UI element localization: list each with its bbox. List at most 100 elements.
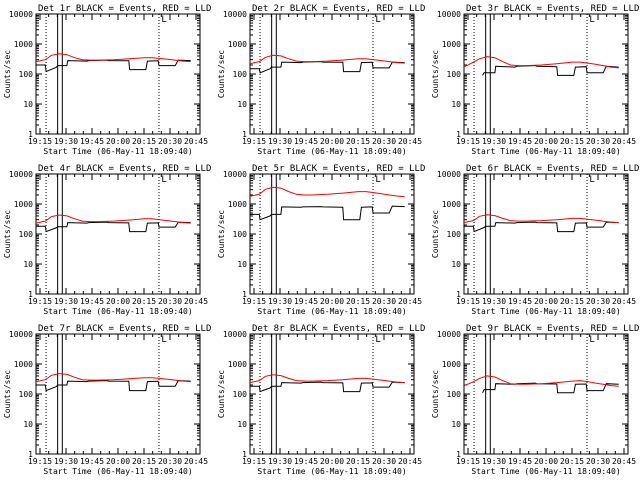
- chart-panel: Det 9r BLACK = Events, RED = LLD 1 10 100 10…: [431, 324, 639, 476]
- x-tick-label: 19:30: [268, 137, 292, 146]
- marker-label: L: [589, 335, 594, 345]
- x-tick-label: 20:30: [158, 457, 182, 466]
- x-tick-label: 20:45: [184, 457, 208, 466]
- x-tick-label: 20:45: [184, 137, 208, 146]
- y-tick-label: 1000: [442, 200, 461, 209]
- x-tick-label: 20:15: [132, 457, 156, 466]
- series-line-events: [250, 61, 405, 74]
- chart-title: Det 2r BLACK = Events, RED = LLD: [252, 4, 425, 14]
- series-line-lld: [463, 56, 619, 69]
- x-tick-label: 20:00: [106, 137, 130, 146]
- chart-panel: Det 3r BLACK = Events, RED = LLD 1 10 100 10…: [431, 4, 639, 156]
- x-tick-label: 20:00: [320, 457, 344, 466]
- chart-title: Det 9r BLACK = Events, RED = LLD: [466, 324, 639, 334]
- x-tick-label: 19:30: [54, 137, 78, 146]
- chart-title: Det 7r BLACK = Events, RED = LLD: [38, 324, 211, 334]
- x-axis-label: Start Time (06-May-11 18:09:40): [43, 467, 192, 476]
- y-tick-label: 10: [451, 100, 461, 109]
- series-line-events: [464, 221, 619, 233]
- x-tick-label: 19:15: [28, 297, 52, 306]
- y-tick-label: 1000: [14, 360, 33, 369]
- y-tick-label: 10: [237, 260, 247, 269]
- y-tick-label: 100: [233, 390, 248, 399]
- y-axis-label: Counts/sec: [217, 210, 226, 258]
- y-tick-label: 10: [23, 260, 33, 269]
- series-line-lld: [249, 186, 405, 198]
- y-tick-label: 1: [456, 130, 461, 139]
- x-tick-label: 20:30: [158, 297, 182, 306]
- chart-panel: Det 8r BLACK = Events, RED = LLD 1 10 100 10…: [217, 324, 425, 476]
- y-tick-label: 10: [23, 420, 33, 429]
- series-line-lld: [463, 214, 619, 224]
- series-line-events: [482, 382, 619, 394]
- x-tick-label: 19:45: [80, 297, 104, 306]
- x-tick-label: 20:30: [158, 137, 182, 146]
- y-tick-label: 10000: [437, 330, 461, 339]
- y-tick-label: 1: [28, 290, 33, 299]
- y-tick-label: 100: [447, 230, 462, 239]
- y-tick-label: 1000: [14, 200, 33, 209]
- x-tick-label: 19:45: [294, 137, 318, 146]
- y-tick-label: 1: [242, 130, 247, 139]
- x-tick-label: 19:15: [242, 297, 266, 306]
- x-tick-label: 20:45: [398, 137, 422, 146]
- x-tick-label: 19:15: [242, 457, 266, 466]
- chart-panel: Det 5r BLACK = Events, RED = LLD 1 10 100 10…: [217, 164, 425, 316]
- y-tick-label: 10000: [9, 10, 33, 19]
- x-tick-label: 19:30: [482, 457, 506, 466]
- chart-title: Det 6r BLACK = Events, RED = LLD: [466, 164, 639, 174]
- y-tick-label: 10000: [223, 170, 247, 179]
- chart-title: Det 3r BLACK = Events, RED = LLD: [466, 4, 639, 14]
- y-axis-label: Counts/sec: [431, 370, 440, 418]
- series-line-events: [36, 380, 191, 392]
- y-tick-label: 1: [28, 130, 33, 139]
- y-tick-label: 10000: [223, 330, 247, 339]
- series-line-events: [36, 221, 191, 233]
- series-line-events: [36, 59, 191, 73]
- y-axis-label: Counts/sec: [217, 370, 226, 418]
- y-tick-label: 10000: [223, 10, 247, 19]
- y-tick-label: 100: [19, 390, 34, 399]
- x-tick-label: 20:45: [612, 297, 636, 306]
- y-tick-label: 100: [447, 390, 462, 399]
- marker-label: L: [161, 175, 166, 185]
- y-tick-label: 1: [242, 450, 247, 459]
- x-tick-label: 19:15: [28, 137, 52, 146]
- x-tick-label: 20:00: [534, 137, 558, 146]
- x-axis-label: Start Time (06-May-11 18:09:40): [43, 147, 192, 156]
- chart-panel: Det 2r BLACK = Events, RED = LLD 1 10 100 10…: [217, 4, 425, 156]
- y-axis-label: Counts/sec: [3, 370, 12, 418]
- y-tick-label: 1: [242, 290, 247, 299]
- x-tick-label: 20:45: [398, 457, 422, 466]
- x-tick-label: 20:30: [372, 457, 396, 466]
- y-tick-label: 10000: [9, 170, 33, 179]
- x-tick-label: 19:30: [482, 297, 506, 306]
- x-tick-label: 19:45: [508, 137, 532, 146]
- x-tick-label: 20:15: [560, 297, 584, 306]
- y-tick-label: 10: [237, 100, 247, 109]
- chart-title: Det 8r BLACK = Events, RED = LLD: [252, 324, 425, 334]
- x-tick-label: 20:00: [534, 457, 558, 466]
- series-line-events: [482, 65, 619, 76]
- y-tick-label: 1000: [442, 40, 461, 49]
- y-tick-label: 100: [233, 230, 248, 239]
- x-tick-label: 19:45: [294, 297, 318, 306]
- x-tick-label: 20:15: [346, 297, 370, 306]
- marker-label: L: [589, 175, 594, 185]
- x-tick-label: 19:15: [242, 137, 266, 146]
- series-line-lld: [35, 373, 191, 383]
- series-line-events: [250, 205, 405, 221]
- y-tick-label: 10: [451, 420, 461, 429]
- x-axis-label: Start Time (06-May-11 18:09:40): [257, 467, 406, 476]
- x-tick-label: 20:15: [346, 137, 370, 146]
- x-tick-label: 20:30: [372, 137, 396, 146]
- x-tick-label: 20:30: [372, 297, 396, 306]
- y-tick-label: 100: [19, 230, 34, 239]
- series-line-lld: [463, 375, 619, 387]
- x-tick-label: 19:30: [54, 297, 78, 306]
- x-tick-label: 20:15: [560, 457, 584, 466]
- x-tick-label: 19:45: [80, 457, 104, 466]
- x-tick-label: 20:15: [132, 137, 156, 146]
- y-tick-label: 1: [456, 450, 461, 459]
